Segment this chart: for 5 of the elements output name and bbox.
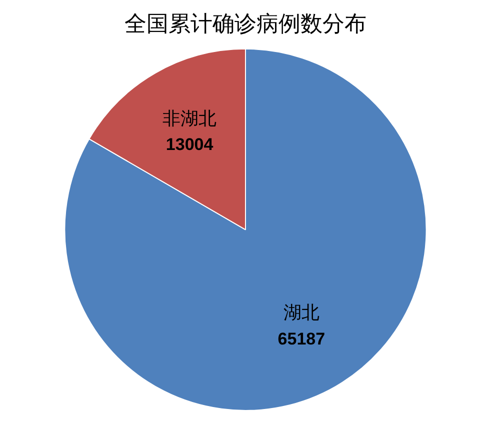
- data-label: 65187: [278, 330, 326, 349]
- slice-label: 湖北: [283, 302, 320, 323]
- data-label: 13004: [166, 135, 214, 154]
- chart-title: 全国累计确诊病例数分布: [124, 12, 366, 37]
- slice-label: 非湖北: [162, 108, 217, 128]
